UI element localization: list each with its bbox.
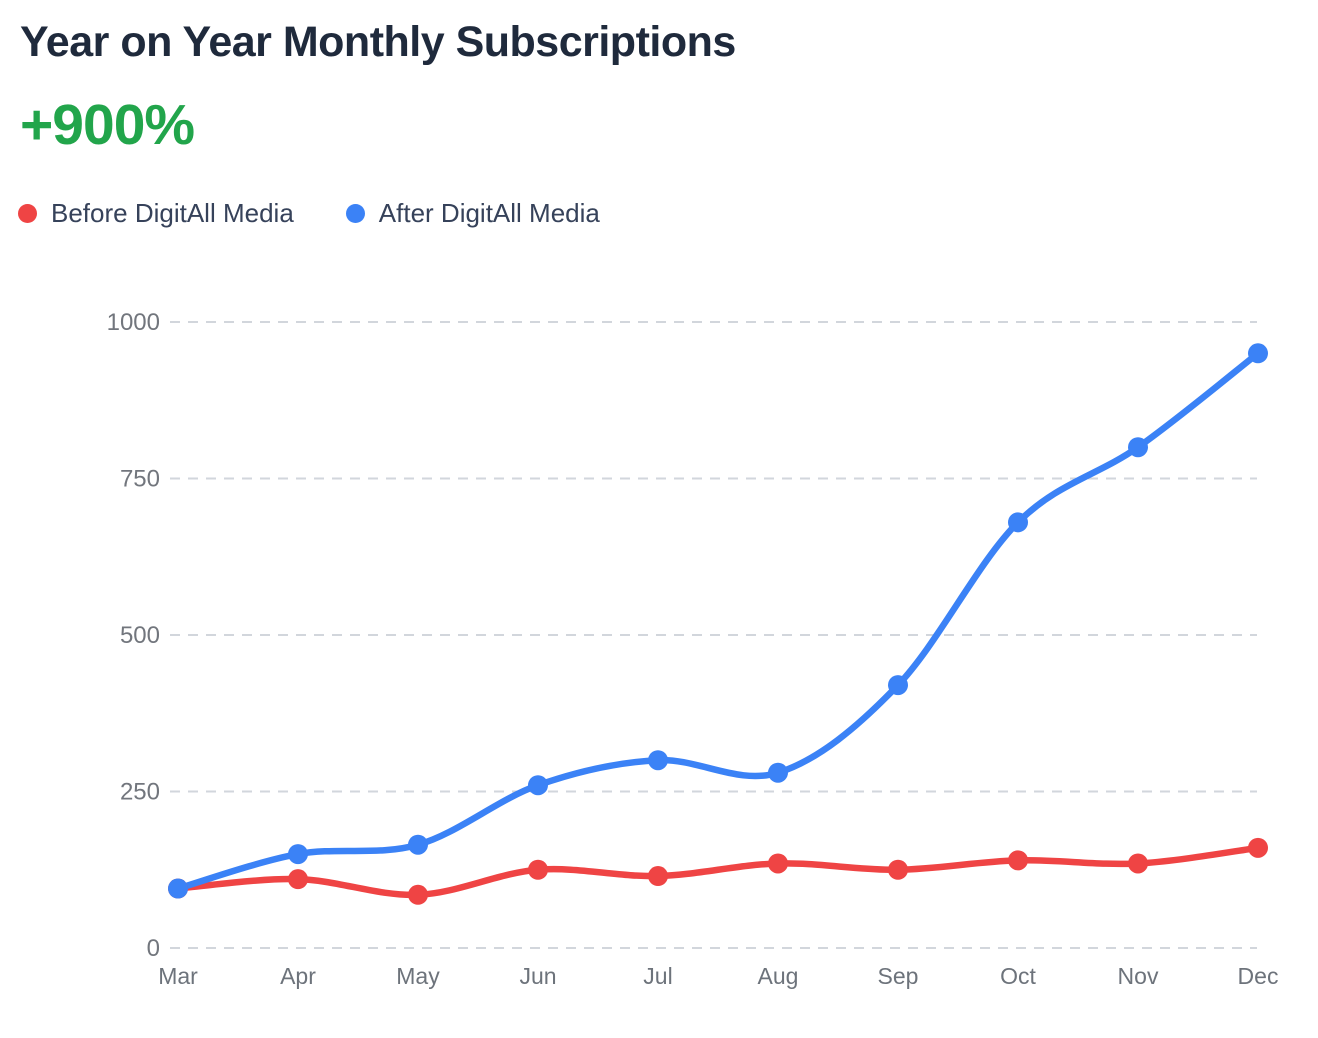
data-point-before-may[interactable] <box>408 884 428 905</box>
x-axis-label-sep: Sep <box>878 963 919 989</box>
data-point-before-nov[interactable] <box>1128 853 1148 874</box>
legend-label-after: After DigitAll Media <box>378 198 600 228</box>
legend-label-before: Before DigitAll Media <box>51 198 294 228</box>
data-point-after-jul[interactable] <box>648 750 668 771</box>
legend-item-after[interactable]: After DigitAll Media <box>345 198 600 229</box>
y-axis-tick-250: 250 <box>120 779 160 806</box>
x-axis-label-oct: Oct <box>1000 963 1036 989</box>
data-point-after-may[interactable] <box>408 834 428 855</box>
data-point-after-mar[interactable] <box>168 878 188 899</box>
legend-dot-after-icon <box>345 204 365 223</box>
x-axis-label-may: May <box>396 963 440 989</box>
data-point-before-aug[interactable] <box>768 853 788 874</box>
y-axis-tick-0: 0 <box>147 935 160 962</box>
data-point-after-oct[interactable] <box>1008 512 1028 533</box>
x-axis-label-mar: Mar <box>158 963 198 989</box>
x-axis-label-aug: Aug <box>758 963 799 989</box>
data-point-after-dec[interactable] <box>1248 343 1268 364</box>
legend-item-before[interactable]: Before DigitAll Media <box>18 198 294 229</box>
data-point-before-jun[interactable] <box>528 859 548 880</box>
data-point-after-apr[interactable] <box>288 844 308 865</box>
data-point-before-jul[interactable] <box>648 866 668 887</box>
y-axis-tick-750: 750 <box>120 466 160 493</box>
data-point-before-apr[interactable] <box>288 869 308 890</box>
series-line-after[interactable] <box>174 350 1262 892</box>
x-axis-label-jun: Jun <box>519 963 556 989</box>
x-axis-label-dec: Dec <box>1238 963 1279 989</box>
series-line-before[interactable] <box>174 844 1262 899</box>
x-axis-label-jul: Jul <box>643 963 672 989</box>
chart-legend: Before DigitAll Media After DigitAll Medi… <box>18 198 600 229</box>
data-point-after-sep[interactable] <box>888 675 908 696</box>
x-axis-label-apr: Apr <box>280 963 316 989</box>
data-point-before-oct[interactable] <box>1008 850 1028 871</box>
x-axis-label-nov: Nov <box>1118 963 1159 989</box>
y-axis-tick-500: 500 <box>120 622 160 649</box>
chart-title: Year on Year Monthly Subscriptions <box>20 18 736 66</box>
y-axis-tick-1000: 1000 <box>107 309 160 336</box>
data-point-after-nov[interactable] <box>1128 437 1148 458</box>
legend-dot-before-icon <box>18 204 37 223</box>
data-point-after-jun[interactable] <box>528 775 548 796</box>
data-point-before-sep[interactable] <box>888 859 908 880</box>
data-point-after-aug[interactable] <box>768 762 788 783</box>
growth-metric: +900% <box>20 93 195 157</box>
data-point-before-dec[interactable] <box>1248 837 1268 858</box>
